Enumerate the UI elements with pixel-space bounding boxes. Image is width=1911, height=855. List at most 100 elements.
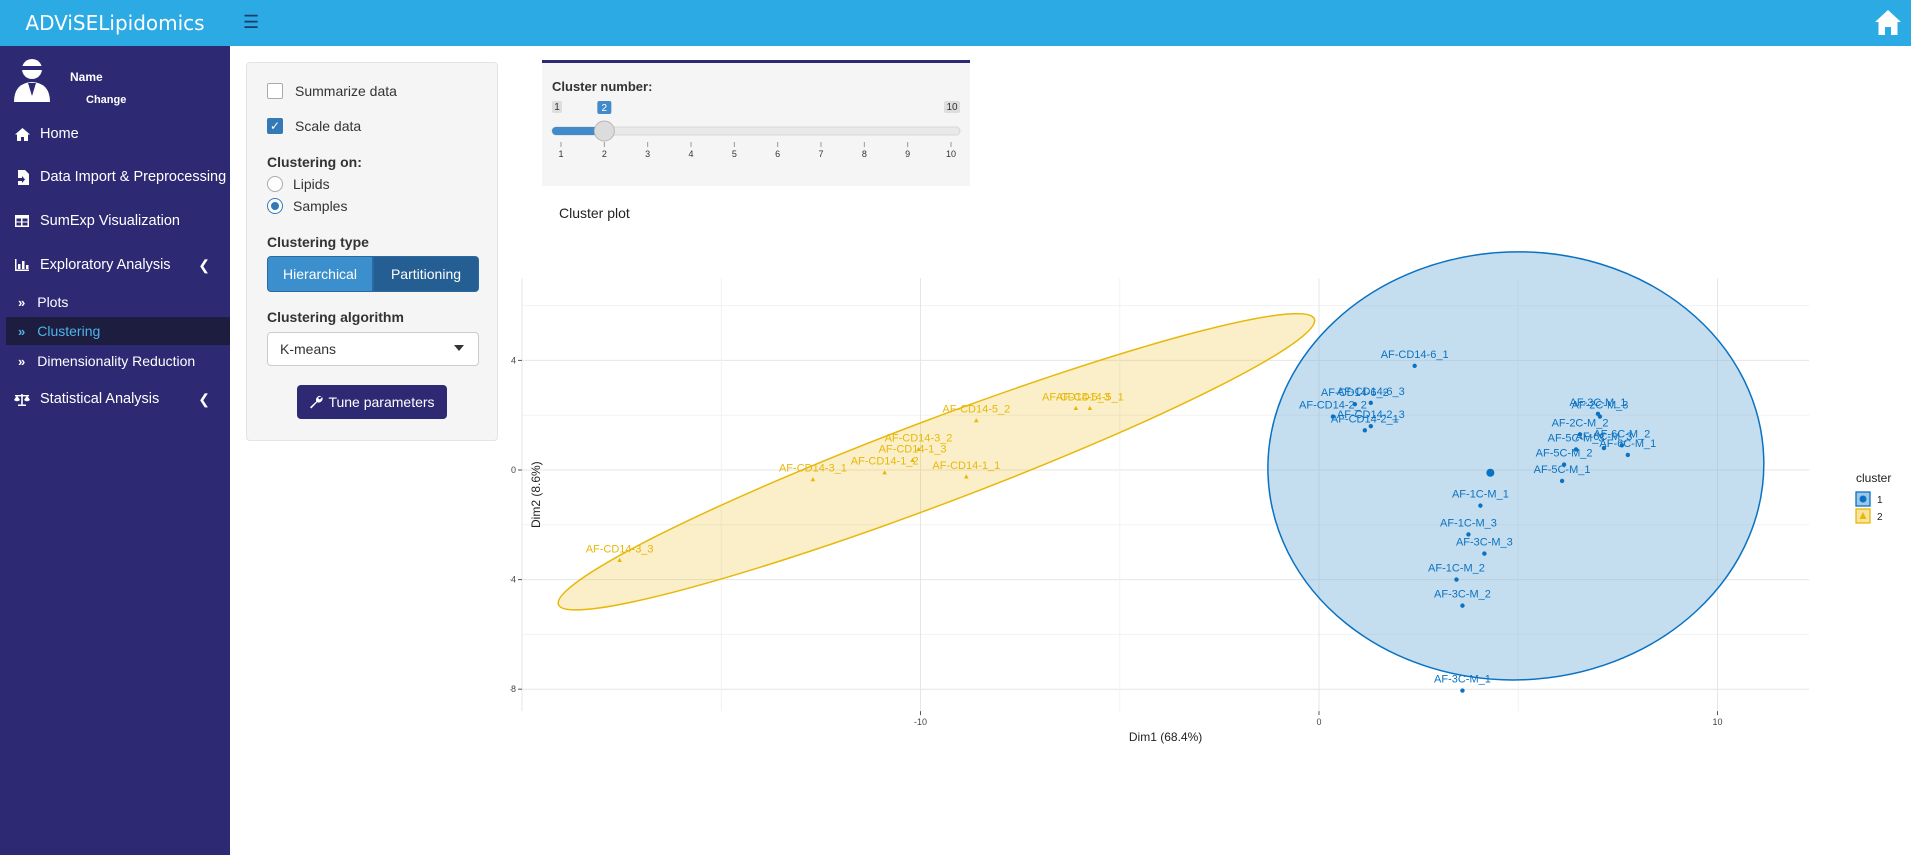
data-point: [1460, 603, 1465, 608]
cluster-plot: AF-CD14-6_1 AF-CD14-6_2AF-CD14-6_3 AF-CD14…: [510, 251, 1891, 744]
point-label: AF-CD14-5_1: [1056, 391, 1124, 403]
legend-marker: [1859, 495, 1867, 503]
sidebar-subitem-plots[interactable]: » Plots: [0, 288, 230, 316]
x-tick-label: -10: [914, 717, 927, 727]
sidebar-item-data-import[interactable]: Data Import & Preprocessing: [0, 157, 230, 197]
slider-max-badge: [944, 101, 960, 113]
data-point: [1482, 551, 1487, 556]
double-chevron-right-icon: »: [18, 323, 26, 339]
y-axis-title: Dim2 (8.6%): [529, 461, 543, 528]
point-label: AF-6C-M_1: [1599, 438, 1656, 450]
scale-data-checkbox[interactable]: ✓ Scale data: [267, 118, 361, 134]
legend-marker: [1859, 512, 1867, 519]
bar-chart-icon: [14, 259, 30, 271]
sidebar-item-label: SumExp Visualization: [40, 213, 180, 229]
clustering-algorithm-select[interactable]: K-means: [267, 332, 479, 366]
radio-samples[interactable]: Samples: [267, 198, 347, 214]
user-change-link[interactable]: Change: [86, 94, 127, 106]
slider-tick-label: 4: [688, 149, 693, 159]
data-point: [1460, 688, 1465, 693]
point-label: AF-5C-M_1: [1534, 464, 1591, 476]
data-point: [1577, 432, 1583, 437]
point-label: AF-CD14-3_2: [885, 432, 953, 444]
y-tick-label: -4: [510, 575, 516, 585]
point-label: AF-CD14-1_1: [932, 460, 1000, 472]
radio-button[interactable]: [267, 176, 283, 192]
point-label: AF-2C-M_2: [1552, 417, 1609, 429]
controls-panel: Summarize data ✓ Scale data Clustering o…: [246, 62, 498, 441]
data-point: [810, 477, 816, 482]
data-point: [1466, 532, 1471, 537]
data-point: [1362, 428, 1368, 433]
data-point: [1330, 414, 1336, 419]
point-label: AF-5C-M_2: [1536, 448, 1593, 460]
point-label: AF-CD14-5_3: [1042, 391, 1110, 403]
point-label: AF-1C-M_3: [1440, 517, 1497, 529]
slider-tick-label: 7: [818, 149, 823, 159]
sidebar-subitem-label: Clustering: [37, 323, 101, 339]
radio-lipids[interactable]: Lipids: [267, 176, 330, 192]
sidebar-item-home[interactable]: Home: [0, 114, 230, 154]
data-point: [1073, 405, 1079, 410]
hamburger-icon[interactable]: ☰: [243, 12, 260, 32]
data-point: [1573, 447, 1579, 452]
slider-tick-label: 2: [602, 149, 607, 159]
sidebar-item-statistical[interactable]: Statistical Analysis ❮: [0, 379, 230, 419]
radio-label: Samples: [293, 198, 348, 214]
select-value: K-means: [280, 341, 337, 357]
data-point: [1601, 445, 1607, 451]
home-icon[interactable]: [1872, 7, 1904, 39]
slider-handle[interactable]: [593, 120, 615, 142]
point-label: AF-CD14-2_3: [1337, 409, 1405, 421]
data-point: [916, 446, 921, 452]
app-title[interactable]: ADViSELipidomics: [25, 11, 205, 35]
point-label: AF-CD14-2_1: [1331, 413, 1399, 425]
plot-title: Cluster plot: [559, 205, 630, 221]
point-label: AF-1C-M_1: [1452, 489, 1509, 501]
sidebar-subitem-clustering[interactable]: » Clustering: [6, 317, 230, 345]
checkbox-label: Summarize data: [295, 83, 397, 99]
chevron-left-icon: ❮: [198, 256, 210, 273]
user-name: Name: [70, 70, 103, 84]
legend-title: cluster: [1856, 471, 1891, 485]
file-import-icon: [14, 169, 30, 185]
slider-tick-label: 6: [775, 149, 780, 159]
point-label: AF-CD14-6_3: [1337, 386, 1405, 398]
data-point: [1454, 577, 1459, 582]
sidebar-item-exploratory[interactable]: Exploratory Analysis ❮: [0, 245, 230, 285]
sidebar-item-sumexp[interactable]: SumExp Visualization: [0, 201, 230, 241]
data-point: [1412, 363, 1417, 369]
sidebar-item-label: Statistical Analysis: [40, 391, 160, 407]
data-point: [1087, 405, 1093, 410]
table-icon: [14, 215, 30, 227]
checkbox-box[interactable]: [267, 83, 283, 99]
data-point: [617, 557, 622, 563]
tune-parameters-button[interactable]: Tune parameters: [297, 385, 447, 419]
hierarchical-button[interactable]: Hierarchical: [267, 256, 373, 292]
balance-icon: [14, 393, 30, 406]
clustering-type-label: Clustering type: [267, 234, 369, 250]
slider-tick-label: 9: [905, 149, 910, 159]
checkmark-icon[interactable]: ✓: [267, 118, 283, 134]
legend: cluster 1 2: [1855, 471, 1891, 524]
data-point: [1561, 462, 1567, 467]
point-label: AF-CD14-3_1: [779, 463, 847, 475]
point-label: AF-CD14-3_3: [586, 543, 654, 555]
data-point: [1559, 478, 1565, 484]
point-label: AF-3C-M_1: [1434, 674, 1491, 686]
point-label: AF-3C-M_2: [1434, 589, 1491, 601]
slider-tick-label: 10: [946, 149, 956, 159]
double-chevron-right-icon: »: [18, 353, 26, 369]
point-label: AF-6C-M_2: [1593, 428, 1650, 440]
partitioning-button[interactable]: Partitioning: [373, 256, 479, 292]
summarize-data-checkbox[interactable]: Summarize data: [267, 83, 397, 99]
point-label: AF-6C-M_3: [1576, 431, 1633, 443]
slider-ticks: 1 2 3 4 5 6 7 8 9 10: [558, 142, 956, 159]
cluster-number-slider[interactable]: 1 10 2 1 2 3 4 5 6 7 8 9 10: [542, 63, 970, 163]
cluster-1-ellipse: [1267, 251, 1765, 681]
sidebar-subitem-dimensionality-reduction[interactable]: » Dimensionality Reduction: [0, 347, 230, 375]
data-point: [1597, 414, 1603, 419]
cluster-2-ellipse: [557, 312, 1316, 611]
slider-value-badge: [597, 101, 612, 114]
radio-button[interactable]: [267, 198, 283, 214]
